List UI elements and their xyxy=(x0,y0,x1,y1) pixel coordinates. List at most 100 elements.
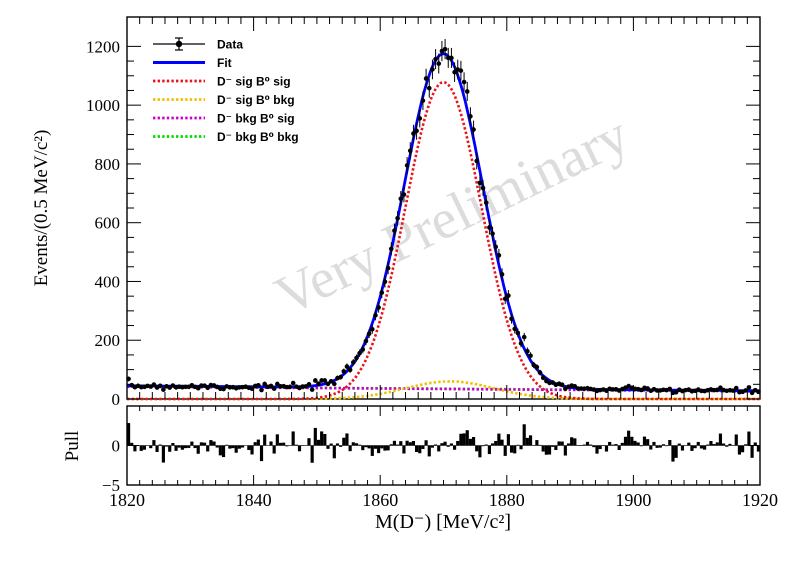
pull-bar xyxy=(557,441,561,446)
pull-bar xyxy=(747,431,751,446)
pull-bar xyxy=(278,442,283,446)
pull-bar xyxy=(377,445,381,454)
pull-bar xyxy=(316,439,321,446)
pull-bar xyxy=(161,445,165,463)
pull-bar xyxy=(500,439,504,446)
pull-y-axis-label: Pull xyxy=(62,431,83,462)
pull-bar xyxy=(218,445,222,456)
pull-bar xyxy=(668,440,672,446)
x-tick-label: 1880 xyxy=(489,490,525,510)
pull-bar xyxy=(183,445,188,449)
pull-bar xyxy=(259,445,264,462)
pull-bar xyxy=(589,444,593,446)
pull-bar xyxy=(326,445,330,449)
data-point xyxy=(385,265,391,271)
pull-bar xyxy=(339,445,343,447)
pull-bar xyxy=(690,445,694,451)
pull-bar xyxy=(142,445,146,450)
legend-label: Fit xyxy=(217,56,232,70)
main-y-tick-label: 600 xyxy=(95,214,121,233)
data-point xyxy=(332,381,337,387)
pull-bar xyxy=(636,442,640,446)
data-point xyxy=(357,350,362,356)
pull-bar xyxy=(554,445,558,450)
legend-marker-point xyxy=(175,40,183,48)
pull-bar xyxy=(440,443,444,446)
pull-y-tick-label: −5 xyxy=(102,476,120,495)
data-point xyxy=(366,331,372,337)
pull-bar xyxy=(256,439,260,446)
pull-bar xyxy=(180,445,184,450)
pull-bar xyxy=(221,445,226,458)
data-point xyxy=(341,369,347,374)
pull-bar xyxy=(127,423,131,446)
pull-bar xyxy=(345,433,349,446)
pull-bar xyxy=(209,440,213,446)
pull-bar xyxy=(408,442,412,446)
pull-bar xyxy=(516,444,520,446)
pull-bar xyxy=(535,440,539,446)
main-y-tick-label: 1200 xyxy=(86,37,120,56)
data-point xyxy=(347,367,353,373)
pull-bar xyxy=(718,433,723,446)
main-y-tick-label: 200 xyxy=(95,331,121,350)
data-point xyxy=(325,381,331,387)
pull-bar xyxy=(497,433,501,446)
pull-bar xyxy=(446,445,450,447)
pull-bar xyxy=(250,445,254,455)
x-axis: 1820 1840 1860 1880 1900 1920 xyxy=(109,17,778,510)
pull-bar xyxy=(434,444,438,446)
legend-item: D⁻ bkg B⁰ bkg xyxy=(153,130,299,144)
pull-bar xyxy=(187,445,191,448)
data-point xyxy=(477,180,483,186)
data-point xyxy=(487,225,492,230)
data-point xyxy=(537,370,543,375)
pull-bar xyxy=(383,445,387,451)
pull-bar xyxy=(307,438,311,446)
pull-bar xyxy=(487,445,491,455)
data-point xyxy=(316,381,321,386)
x-tick-label: 1920 xyxy=(742,490,778,510)
pull-bar xyxy=(750,445,754,458)
pull-bar xyxy=(519,445,523,450)
pull-bar xyxy=(465,430,469,446)
pull-bar xyxy=(722,443,726,446)
data-point xyxy=(161,387,166,392)
pull-bar xyxy=(297,445,302,452)
pull-bar xyxy=(630,436,634,446)
pull-bar xyxy=(620,442,624,446)
pull-bar xyxy=(158,444,162,446)
pull-bar xyxy=(361,445,365,451)
main-y-tick-label: 0 xyxy=(112,390,121,409)
data-point xyxy=(256,383,261,388)
data-point xyxy=(464,89,470,94)
pull-bar xyxy=(503,445,507,456)
pull-bar xyxy=(608,441,612,446)
pull-bar xyxy=(424,440,428,446)
x-tick-label: 1860 xyxy=(362,490,398,510)
legend-item: D⁻ sig B⁰ bkg xyxy=(153,93,295,107)
pull-bar xyxy=(646,439,650,446)
pull-bar xyxy=(528,435,533,446)
pull-bar xyxy=(269,441,273,446)
data-point xyxy=(376,305,381,310)
data-point xyxy=(746,385,752,390)
pull-bar xyxy=(405,440,409,446)
data-point xyxy=(468,114,473,119)
data-point xyxy=(420,98,426,103)
data-point xyxy=(496,253,502,258)
data-point xyxy=(373,313,378,318)
pull-bar xyxy=(351,442,355,446)
data-point xyxy=(436,61,442,66)
data-point xyxy=(449,55,454,61)
pull-bar xyxy=(652,441,656,446)
data-point xyxy=(515,330,521,336)
data-point xyxy=(379,290,385,295)
data-point xyxy=(363,338,369,344)
data-point xyxy=(471,127,476,132)
pull-bar xyxy=(421,445,425,449)
pull-bar xyxy=(291,431,295,446)
pull-bar xyxy=(177,445,181,448)
pull-bar xyxy=(658,445,662,448)
pull-bar xyxy=(396,444,400,446)
